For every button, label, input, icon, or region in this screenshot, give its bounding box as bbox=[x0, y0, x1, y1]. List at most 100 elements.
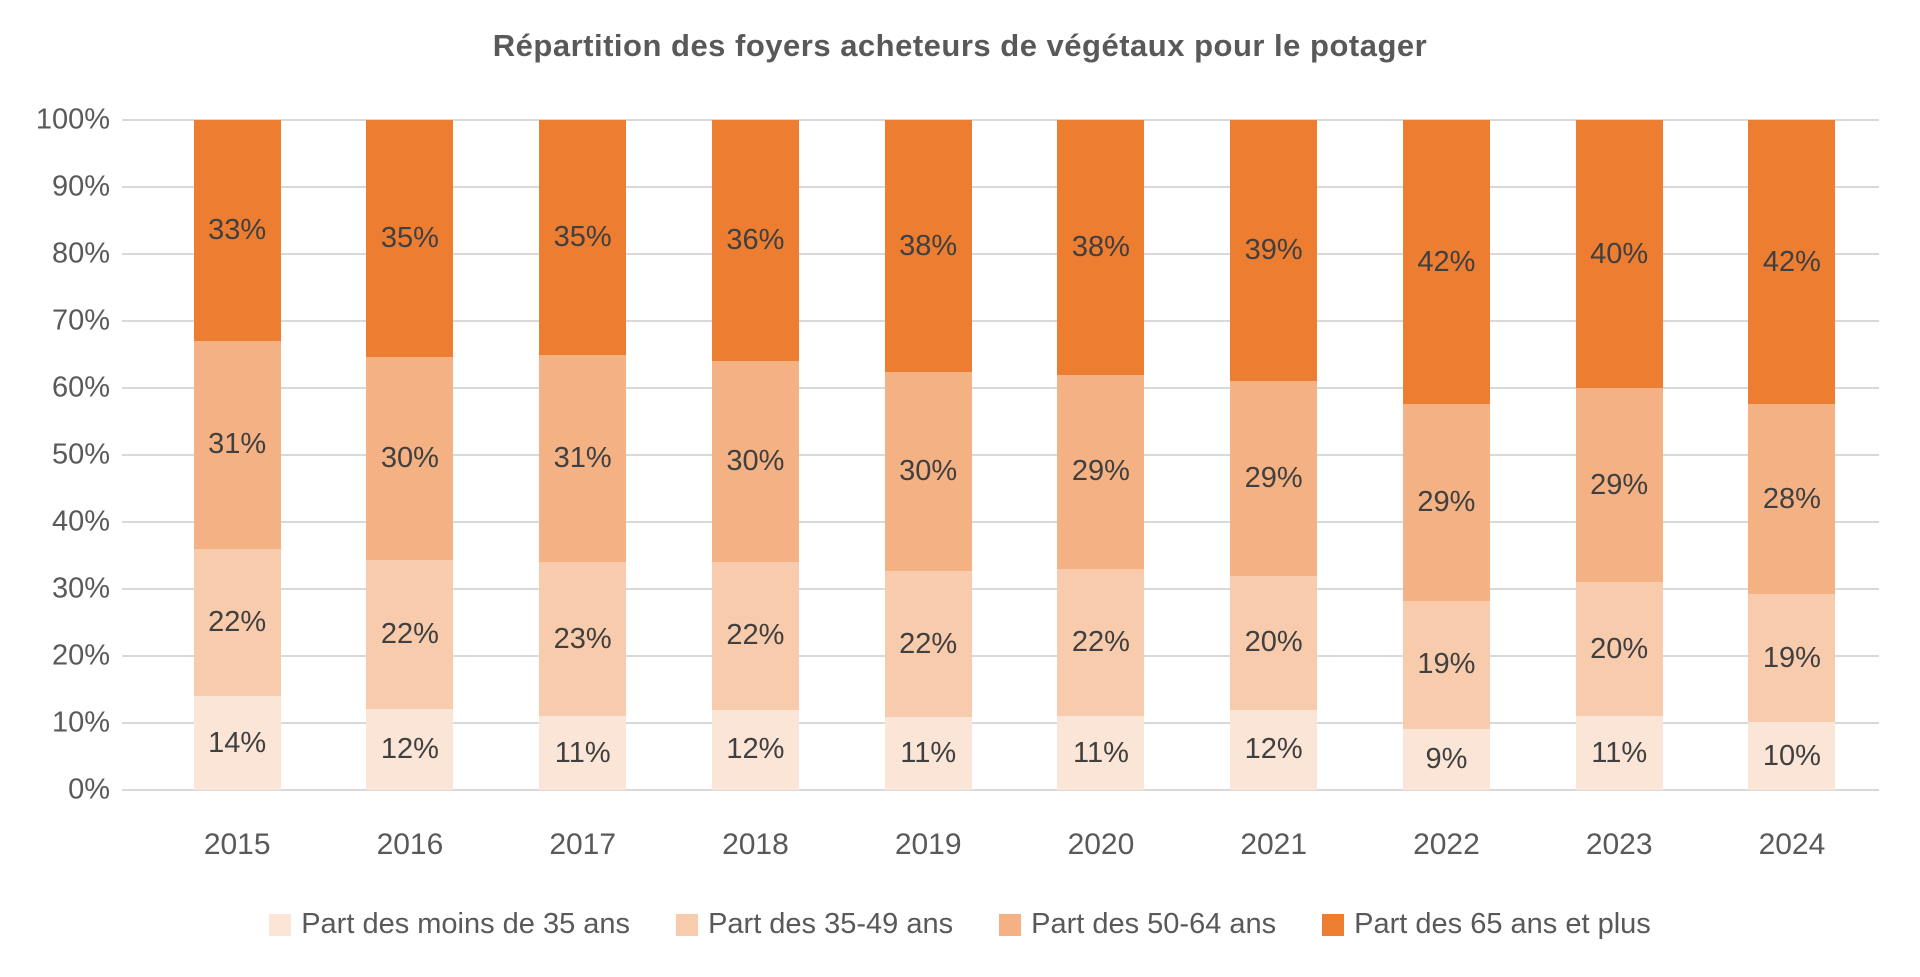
legend: Part des moins de 35 ans Part des 35-49 a… bbox=[0, 908, 1920, 941]
segment: 39% bbox=[1230, 120, 1318, 382]
bar-2021: 12% 20% 29% 39% bbox=[1230, 120, 1318, 790]
y-tick-label: 20% bbox=[51, 639, 110, 672]
y-axis: 0% 10% 20% 30% 40% 50% 60% 70% 80% 90% 100% bbox=[0, 104, 110, 806]
legend-item: Part des moins de 35 ans bbox=[269, 908, 630, 941]
legend-item: Part des 65 ans et plus bbox=[1322, 908, 1651, 941]
segment: 31% bbox=[539, 354, 627, 563]
segment: 40% bbox=[1575, 120, 1663, 389]
segment: 22% bbox=[884, 571, 972, 718]
segment: 11% bbox=[1575, 716, 1663, 790]
segment: 12% bbox=[366, 708, 454, 790]
x-tick-label-2017: 2017 bbox=[549, 828, 617, 861]
x-tick-label-2021: 2021 bbox=[1240, 828, 1308, 861]
segment: 22% bbox=[711, 562, 799, 710]
segment: 19% bbox=[1748, 593, 1836, 723]
segment: 12% bbox=[1230, 709, 1318, 790]
segment: 14% bbox=[193, 696, 281, 790]
legend-swatch-icon bbox=[999, 913, 1022, 936]
segment: 29% bbox=[1402, 404, 1490, 601]
data-label: 29% bbox=[1417, 485, 1476, 518]
segment: 42% bbox=[1402, 120, 1490, 405]
chart-title: Répartition des foyers acheteurs de végé… bbox=[492, 28, 1428, 63]
x-tick-label-2020: 2020 bbox=[1067, 828, 1135, 861]
segment: 22% bbox=[1057, 568, 1145, 717]
data-label: 29% bbox=[1071, 455, 1130, 488]
gridline-50% bbox=[122, 454, 1879, 456]
segment: 19% bbox=[1402, 600, 1490, 730]
bar-2019: 11% 22% 30% 38% bbox=[884, 120, 972, 790]
bar-2023: 11% 20% 29% 40% bbox=[1575, 120, 1663, 790]
data-label: 20% bbox=[1590, 632, 1649, 665]
data-label: 22% bbox=[1071, 626, 1130, 659]
data-label: 39% bbox=[1244, 234, 1303, 267]
data-label: 11% bbox=[554, 736, 611, 769]
x-axis: 2015 2016 2017 2018 2019 2020 2021 2022 2023 2024 bbox=[122, 790, 1879, 861]
bar-2022: 9% 19% 29% 42% bbox=[1402, 120, 1490, 790]
segment: 22% bbox=[366, 559, 454, 709]
y-tick-label: 90% bbox=[51, 170, 110, 203]
legend-label: Part des 35-49 ans bbox=[708, 908, 954, 940]
x-tick-label-2016: 2016 bbox=[376, 828, 444, 861]
data-label: 38% bbox=[1071, 230, 1130, 263]
data-label: 22% bbox=[899, 627, 958, 660]
data-label: 30% bbox=[726, 445, 785, 478]
y-tick-label: 10% bbox=[51, 706, 110, 739]
data-label: 30% bbox=[380, 441, 439, 474]
data-label: 12% bbox=[1244, 733, 1303, 766]
data-label: 30% bbox=[899, 455, 958, 488]
segment: 11% bbox=[1057, 716, 1145, 790]
gridline-100% bbox=[122, 119, 1879, 121]
gridline-10% bbox=[122, 722, 1879, 724]
data-label: 35% bbox=[553, 220, 612, 253]
gridline-80% bbox=[122, 253, 1879, 255]
legend-label: Part des 50-64 ans bbox=[1031, 908, 1277, 940]
gridline-30% bbox=[122, 588, 1879, 590]
x-tick-label-2015: 2015 bbox=[203, 828, 271, 861]
y-tick-label: 70% bbox=[51, 304, 110, 337]
data-label: 22% bbox=[726, 619, 785, 652]
segment: 30% bbox=[366, 356, 454, 560]
segment: 35% bbox=[539, 120, 627, 355]
data-label: 38% bbox=[899, 229, 958, 262]
segment: 29% bbox=[1575, 388, 1663, 583]
bar-2024: 10% 19% 28% 42% bbox=[1748, 120, 1836, 790]
legend-swatch-icon bbox=[269, 913, 292, 936]
legend-label: Part des 65 ans et plus bbox=[1354, 908, 1651, 940]
data-label: 10% bbox=[1762, 739, 1821, 772]
x-tick-label-2018: 2018 bbox=[722, 828, 789, 861]
segment: 11% bbox=[539, 716, 627, 790]
segment: 20% bbox=[1575, 582, 1663, 717]
segment: 20% bbox=[1230, 575, 1318, 710]
y-tick-label: 50% bbox=[51, 438, 110, 471]
gridline-90% bbox=[122, 186, 1879, 188]
data-label: 42% bbox=[1762, 245, 1821, 278]
data-label: 19% bbox=[1762, 641, 1821, 674]
data-label: 11% bbox=[900, 737, 957, 770]
y-tick-label: 80% bbox=[51, 237, 110, 270]
data-label: 20% bbox=[1244, 626, 1303, 659]
data-label: 36% bbox=[726, 224, 785, 257]
plot-area: 14% 22% 31% 33% 12% 22% 30% 35% 11% 23% 31% 35% 12% 2… bbox=[122, 119, 1879, 791]
bar-2016: 12% 22% 30% 35% bbox=[366, 120, 454, 790]
gridline-20% bbox=[122, 655, 1879, 657]
segment: 35% bbox=[366, 120, 454, 357]
data-label: 12% bbox=[726, 733, 785, 766]
segment: 22% bbox=[193, 548, 281, 697]
data-label: 22% bbox=[208, 606, 267, 638]
data-label: 29% bbox=[1590, 468, 1649, 501]
segment: 12% bbox=[711, 709, 799, 790]
data-label: 31% bbox=[208, 428, 267, 461]
segment: 42% bbox=[1748, 120, 1836, 405]
data-label: 9% bbox=[1425, 743, 1468, 776]
y-tick-label: 30% bbox=[51, 572, 110, 605]
segment: 31% bbox=[193, 341, 281, 549]
segment: 29% bbox=[1057, 374, 1145, 569]
data-label: 22% bbox=[380, 617, 439, 650]
segment: 38% bbox=[1057, 120, 1145, 375]
segment: 33% bbox=[193, 120, 281, 342]
gridline-60% bbox=[122, 387, 1879, 389]
gridline-70% bbox=[122, 320, 1879, 322]
x-tick-label-2022: 2022 bbox=[1413, 828, 1480, 861]
segment: 9% bbox=[1402, 729, 1490, 790]
y-tick-label: 60% bbox=[51, 371, 110, 404]
